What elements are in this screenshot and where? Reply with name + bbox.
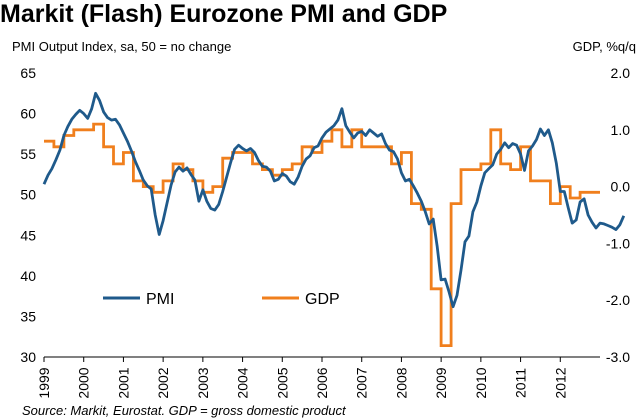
right-tick-label: 2.0 bbox=[611, 65, 631, 81]
x-tick-label: 2001 bbox=[115, 367, 131, 398]
left-tick-label: 40 bbox=[20, 268, 36, 284]
x-tick-label: 2005 bbox=[274, 367, 290, 398]
legend-pmi-label: PMI bbox=[146, 291, 174, 308]
x-tick-label: 2000 bbox=[76, 367, 92, 398]
gdp-series-line bbox=[44, 122, 600, 348]
x-tick-label: 2003 bbox=[195, 367, 211, 398]
right-tick-label: -2.0 bbox=[606, 292, 630, 308]
right-tick-label: 1.0 bbox=[611, 122, 631, 138]
x-tick-label: 2006 bbox=[314, 367, 330, 398]
right-tick-label: 0.0 bbox=[611, 179, 631, 195]
right-tick-label: -3.0 bbox=[606, 349, 630, 365]
pmi-series-line bbox=[42, 91, 626, 309]
left-tick-label: 55 bbox=[20, 146, 36, 162]
right-tick-label: -1.0 bbox=[606, 235, 630, 251]
x-tick-label: 2012 bbox=[552, 367, 568, 398]
x-tick-label: 2004 bbox=[235, 367, 251, 398]
x-tick-label: 2011 bbox=[513, 368, 529, 398]
source-note: Source: Markit, Eurostat. GDP = gross do… bbox=[22, 403, 347, 418]
x-tick-label: 2010 bbox=[473, 367, 489, 398]
left-axis-label: PMI Output Index, sa, 50 = no change bbox=[12, 39, 231, 54]
right-axis: -3.0 -2.0 -1.0 0.0 1.0 2.0 bbox=[606, 65, 630, 365]
legend-gdp-label: GDP bbox=[305, 291, 340, 308]
chart-title: Markit (Flash) Eurozone PMI and GDP bbox=[0, 0, 447, 28]
x-tick-label: 2009 bbox=[433, 367, 449, 398]
x-tick-label: 1999 bbox=[36, 367, 52, 398]
left-tick-label: 50 bbox=[20, 187, 36, 203]
left-tick-label: 35 bbox=[20, 308, 36, 324]
left-tick-label: 65 bbox=[20, 65, 36, 81]
legend: PMI GDP bbox=[103, 291, 340, 308]
x-tick-label: 2008 bbox=[393, 367, 409, 398]
right-axis-label: GDP, %q/q bbox=[573, 39, 636, 54]
x-tick-label: 2002 bbox=[155, 367, 171, 398]
left-tick-label: 60 bbox=[20, 106, 36, 122]
left-axis: 30 35 40 45 50 55 60 65 bbox=[20, 65, 36, 365]
x-axis: 1999 2000 2001 2002 2003 2004 2005 2006 2007 2008… bbox=[36, 357, 568, 399]
left-tick-label: 45 bbox=[20, 227, 36, 243]
x-tick-label: 2007 bbox=[354, 367, 370, 398]
left-tick-label: 30 bbox=[20, 349, 36, 365]
